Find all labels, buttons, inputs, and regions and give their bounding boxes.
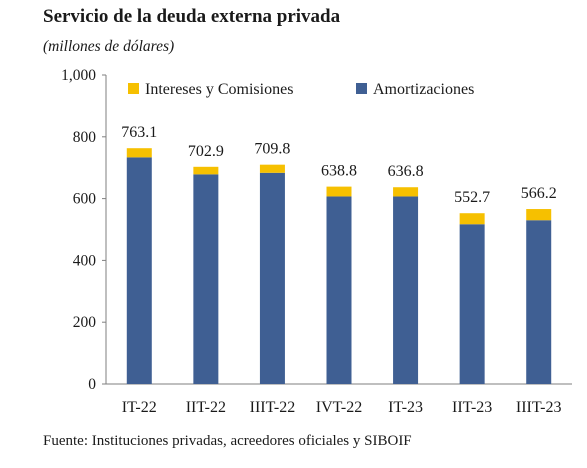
bar-intereses: [126, 148, 152, 158]
bar-amortizaciones: [326, 196, 352, 384]
y-tick-label: 400: [73, 252, 97, 269]
bar-total-label: 566.2: [521, 185, 557, 202]
bar-amortizaciones: [193, 174, 219, 384]
x-tick-label: IIT-22: [186, 399, 226, 416]
bar-intereses: [326, 186, 352, 197]
bar-amortizaciones: [259, 172, 285, 384]
y-axis-ticks: 0 200 400 600 800 1,000: [61, 67, 106, 393]
legend-swatch-intereses: [128, 83, 139, 94]
bar-intereses: [526, 209, 552, 221]
x-tick-label: IT-23: [388, 399, 423, 416]
bar-amortizaciones: [393, 196, 419, 384]
bar-amortizaciones: [526, 220, 552, 384]
y-tick-label: 600: [73, 191, 97, 208]
bar-total-label: 702.9: [188, 143, 224, 160]
bar-amortizaciones: [126, 157, 152, 384]
bar-intereses: [393, 187, 419, 197]
x-tick-label: IT-22: [122, 399, 157, 416]
chart-title: Servicio de la deuda externa privada: [43, 6, 341, 27]
bar-total-label: 709.8: [254, 141, 290, 158]
y-tick-label: 200: [73, 314, 97, 331]
bar-total-label: 763.1: [121, 124, 157, 141]
legend-label-intereses: Intereses y Comisiones: [145, 81, 293, 98]
bar-amortizaciones: [459, 224, 485, 384]
bar-total-label: 636.8: [388, 163, 424, 180]
x-tick-label: IIT-23: [452, 399, 492, 416]
y-tick-label: 0: [88, 376, 96, 393]
chart-subtitle: (millones de dólares): [43, 38, 175, 55]
bar-intereses: [459, 213, 485, 225]
legend-swatch-amortizaciones: [356, 83, 367, 94]
bar-intereses: [193, 166, 219, 175]
bars-group: 763.1 IT-22 702.9 IIT-22 709.8 IIIT-22 638.8 IV…: [121, 124, 561, 416]
bar-total-label: 552.7: [454, 189, 490, 206]
bar-intereses: [259, 164, 285, 173]
legend-label-amortizaciones: Amortizaciones: [373, 81, 474, 98]
bar-total-label: 638.8: [321, 163, 357, 180]
x-tick-label: IIIT-22: [250, 399, 296, 416]
x-tick-label: IVT-22: [316, 399, 363, 416]
legend: Intereses y Comisiones Amortizaciones: [128, 81, 474, 98]
source-note: Fuente: Instituciones privadas, acreedor…: [43, 433, 412, 449]
y-tick-label: 1,000: [61, 67, 96, 84]
y-tick-label: 800: [73, 129, 97, 146]
x-tick-label: IIIT-23: [516, 399, 562, 416]
